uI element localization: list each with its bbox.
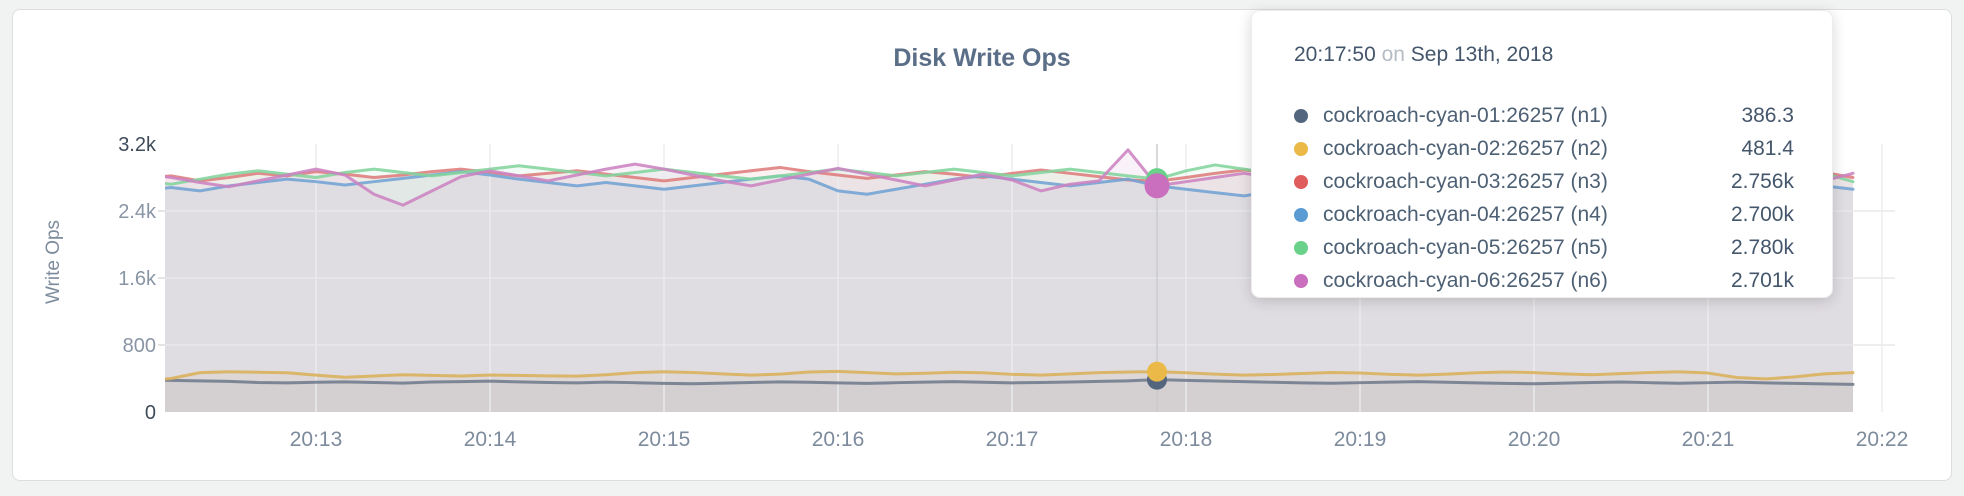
y-axis-title: Write Ops	[43, 220, 64, 304]
x-tick-label: 20:15	[638, 428, 691, 451]
series-value: 2.780k	[1730, 235, 1794, 259]
tooltip-timestamp: 20:17:50 on Sep 13th, 2018	[1294, 43, 1553, 67]
axis-labels: 3.2k 2.4k 1.6k 800 0 20:13 20:14 20:15 20:16 20:1…	[43, 134, 1908, 451]
series-color-dot	[1294, 174, 1308, 189]
gridlines	[158, 144, 1895, 412]
x-tick-label: 20:14	[464, 428, 517, 451]
y-tick-label: 1.6k	[118, 268, 157, 290]
series-color-dot	[1294, 207, 1308, 222]
x-tick-label: 20:21	[1682, 428, 1735, 451]
series-host-label: cockroach-cyan-01:26257 (n1)	[1323, 103, 1608, 127]
tooltip-on-text: on	[1381, 43, 1405, 66]
tooltip-series-list: cockroach-cyan-01:26257 (n1) 386.3 cockr…	[1294, 99, 1794, 297]
series-value: 2.700k	[1730, 202, 1794, 226]
tooltip-series-row: cockroach-cyan-06:26257 (n6) 2.701k	[1294, 264, 1794, 297]
series-color-dot	[1294, 240, 1308, 255]
x-tick-label: 20:13	[290, 428, 343, 451]
hover-dot-n2	[1147, 361, 1167, 382]
series-host-label: cockroach-cyan-04:26257 (n4)	[1323, 202, 1608, 226]
series-color-dot	[1294, 273, 1308, 288]
tooltip-series-row: cockroach-cyan-04:26257 (n4) 2.700k	[1294, 198, 1794, 231]
chart-tooltip: 20:17:50 on Sep 13th, 2018 cockroach-cya…	[1251, 10, 1833, 298]
x-tick-label: 20:17	[986, 428, 1039, 451]
series-host-label: cockroach-cyan-03:26257 (n3)	[1323, 169, 1608, 193]
x-tick-label: 20:20	[1508, 428, 1561, 451]
tooltip-series-row: cockroach-cyan-01:26257 (n1) 386.3	[1294, 99, 1794, 132]
tooltip-time: 20:17:50	[1294, 43, 1376, 66]
series-color-dot	[1294, 108, 1308, 123]
y-tick-label: 800	[123, 335, 156, 357]
hover-dot-n6	[1144, 173, 1170, 199]
series-value: 2.756k	[1730, 169, 1794, 193]
metrics-panel: Disk Write Ops 3.2k 2.4k 1.6k 800 0 20:13 20:1…	[12, 9, 1952, 481]
hover-layer	[1144, 144, 1170, 412]
x-tick-label: 20:19	[1334, 428, 1387, 451]
tooltip-date: Sep 13th, 2018	[1410, 43, 1554, 66]
y-tick-label: 3.2k	[118, 134, 157, 156]
x-tick-label: 20:16	[812, 428, 865, 451]
series-value: 481.4	[1741, 136, 1794, 160]
y-tick-label: 0	[145, 402, 156, 424]
series-line-n2	[165, 369, 1855, 381]
tooltip-series-row: cockroach-cyan-02:26257 (n2) 481.4	[1294, 132, 1794, 165]
series-host-label: cockroach-cyan-02:26257 (n2)	[1323, 136, 1608, 160]
series-area-n1	[165, 379, 1853, 412]
tooltip-series-row: cockroach-cyan-03:26257 (n3) 2.756k	[1294, 165, 1794, 198]
series-value: 386.3	[1741, 103, 1794, 127]
series-color-dot	[1294, 141, 1308, 156]
y-tick-label: 2.4k	[118, 201, 157, 223]
x-tick-label: 20:18	[1160, 428, 1213, 451]
series-line-n1	[165, 378, 1855, 386]
series-host-label: cockroach-cyan-05:26257 (n5)	[1323, 235, 1608, 259]
series-host-label: cockroach-cyan-06:26257 (n6)	[1323, 268, 1608, 292]
series-value: 2.701k	[1730, 268, 1794, 292]
x-tick-label: 20:22	[1856, 428, 1909, 451]
tooltip-series-row: cockroach-cyan-05:26257 (n5) 2.780k	[1294, 231, 1794, 264]
